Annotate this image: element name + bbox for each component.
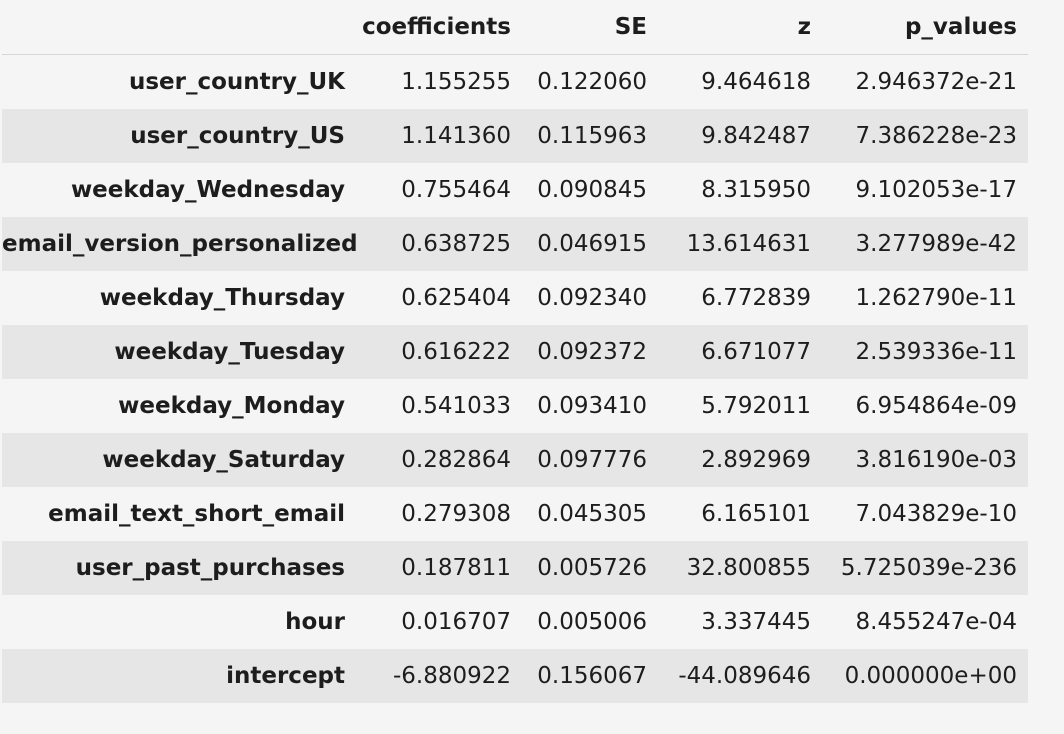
cell-z: 13.614631	[686, 230, 811, 257]
cell-coefficients: 0.755464	[401, 176, 511, 203]
cell-coefficients: 0.616222	[401, 338, 511, 365]
table-row: hour 0.016707 0.005006 3.337445 8.455247…	[2, 594, 1028, 649]
cell-se: 0.092372	[537, 338, 647, 365]
row-index-label: intercept	[226, 662, 345, 689]
row-index-label: user_country_US	[130, 122, 345, 149]
header-row: coefficients SE z p_values	[2, 0, 1028, 55]
cell-coefficients: 0.638725	[401, 230, 511, 257]
table-row: weekday_Thursday 0.625404 0.092340 6.772…	[2, 270, 1028, 325]
cell-p-value: 6.954864e-09	[855, 392, 1017, 419]
cell-coefficients: 0.187811	[401, 554, 511, 581]
table-row: weekday_Tuesday 0.616222 0.092372 6.6710…	[2, 324, 1028, 379]
table-row: weekday_Saturday 0.282864 0.097776 2.892…	[2, 432, 1028, 487]
cell-se: 0.046915	[537, 230, 647, 257]
cell-z: -44.089646	[678, 662, 811, 689]
cell-se: 0.090845	[537, 176, 647, 203]
row-index-label: weekday_Saturday	[102, 446, 345, 473]
cell-z: 32.800855	[686, 554, 811, 581]
cell-p-value: 2.946372e-21	[855, 68, 1017, 95]
table-row: weekday_Monday 0.541033 0.093410 5.79201…	[2, 378, 1028, 433]
cell-se: 0.115963	[537, 122, 647, 149]
column-header-se: SE	[522, 0, 658, 55]
cell-z: 6.165101	[701, 500, 811, 527]
cell-se: 0.122060	[537, 68, 647, 95]
cell-coefficients: 0.625404	[401, 284, 511, 311]
cell-z: 3.337445	[701, 608, 811, 635]
cell-z: 6.671077	[701, 338, 811, 365]
row-index-label: weekday_Wednesday	[70, 176, 345, 203]
cell-coefficients: 1.155255	[401, 68, 511, 95]
cell-se: 0.092340	[537, 284, 647, 311]
cell-z: 9.842487	[701, 122, 811, 149]
cell-z: 5.792011	[701, 392, 811, 419]
table-row: user_country_US 1.141360 0.115963 9.8424…	[2, 108, 1028, 163]
cell-p-value: 3.816190e-03	[855, 446, 1017, 473]
cell-coefficients: 0.282864	[401, 446, 511, 473]
index-header	[2, 0, 354, 55]
cell-z: 8.315950	[701, 176, 811, 203]
cell-coefficients: 0.279308	[401, 500, 511, 527]
table-row: weekday_Wednesday 0.755464 0.090845 8.31…	[2, 162, 1028, 217]
column-header-coefficients: coefficients	[354, 0, 522, 55]
table-row: user_past_purchases 0.187811 0.005726 32…	[2, 540, 1028, 595]
row-index-label: weekday_Monday	[118, 392, 345, 419]
cell-se: 0.005726	[537, 554, 647, 581]
cell-coefficients: 0.541033	[401, 392, 511, 419]
cell-z: 6.772839	[701, 284, 811, 311]
cell-se: 0.045305	[537, 500, 647, 527]
cell-p-value: 7.043829e-10	[855, 500, 1017, 527]
column-header-z: z	[658, 0, 822, 55]
row-index-label: weekday_Tuesday	[114, 338, 345, 365]
cell-p-value: 9.102053e-17	[855, 176, 1017, 203]
table-row: email_text_short_email 0.279308 0.045305…	[2, 486, 1028, 541]
cell-p-value: 2.539336e-11	[855, 338, 1017, 365]
cell-p-value: 3.277989e-42	[855, 230, 1017, 257]
cell-se: 0.097776	[537, 446, 647, 473]
row-index-label: email_version_personalized	[2, 230, 358, 257]
cell-z: 2.892969	[701, 446, 811, 473]
row-index-label: hour	[285, 608, 345, 635]
dataframe-output: coefficients SE z p_values user_country_…	[2, 0, 1028, 703]
cell-z: 9.464618	[701, 68, 811, 95]
cell-p-value: 5.725039e-236	[840, 554, 1017, 581]
row-index-label: weekday_Thursday	[99, 284, 345, 311]
cell-coefficients: -6.880922	[392, 662, 511, 689]
table-row: email_version_personalized 0.638725 0.04…	[2, 216, 1028, 271]
row-index-label: user_country_UK	[128, 68, 345, 95]
table-header: coefficients SE z p_values	[2, 0, 1028, 55]
cell-p-value: 8.455247e-04	[855, 608, 1017, 635]
table-row: user_country_UK 1.155255 0.122060 9.4646…	[2, 54, 1028, 109]
cell-p-value: 1.262790e-11	[855, 284, 1017, 311]
row-index-label: user_past_purchases	[75, 554, 345, 581]
cell-se: 0.156067	[537, 662, 647, 689]
cell-p-value: 7.386228e-23	[855, 122, 1017, 149]
cell-coefficients: 1.141360	[401, 122, 511, 149]
cell-se: 0.005006	[537, 608, 647, 635]
table-row: intercept -6.880922 0.156067 -44.089646 …	[2, 648, 1028, 703]
column-header-p-values: p_values	[822, 0, 1028, 55]
table-body: user_country_UK 1.155255 0.122060 9.4646…	[2, 54, 1028, 703]
cell-se: 0.093410	[537, 392, 647, 419]
row-index-label: email_text_short_email	[48, 500, 345, 527]
results-table: coefficients SE z p_values user_country_…	[2, 0, 1028, 703]
cell-p-value: 0.000000e+00	[844, 662, 1017, 689]
cell-coefficients: 0.016707	[401, 608, 511, 635]
